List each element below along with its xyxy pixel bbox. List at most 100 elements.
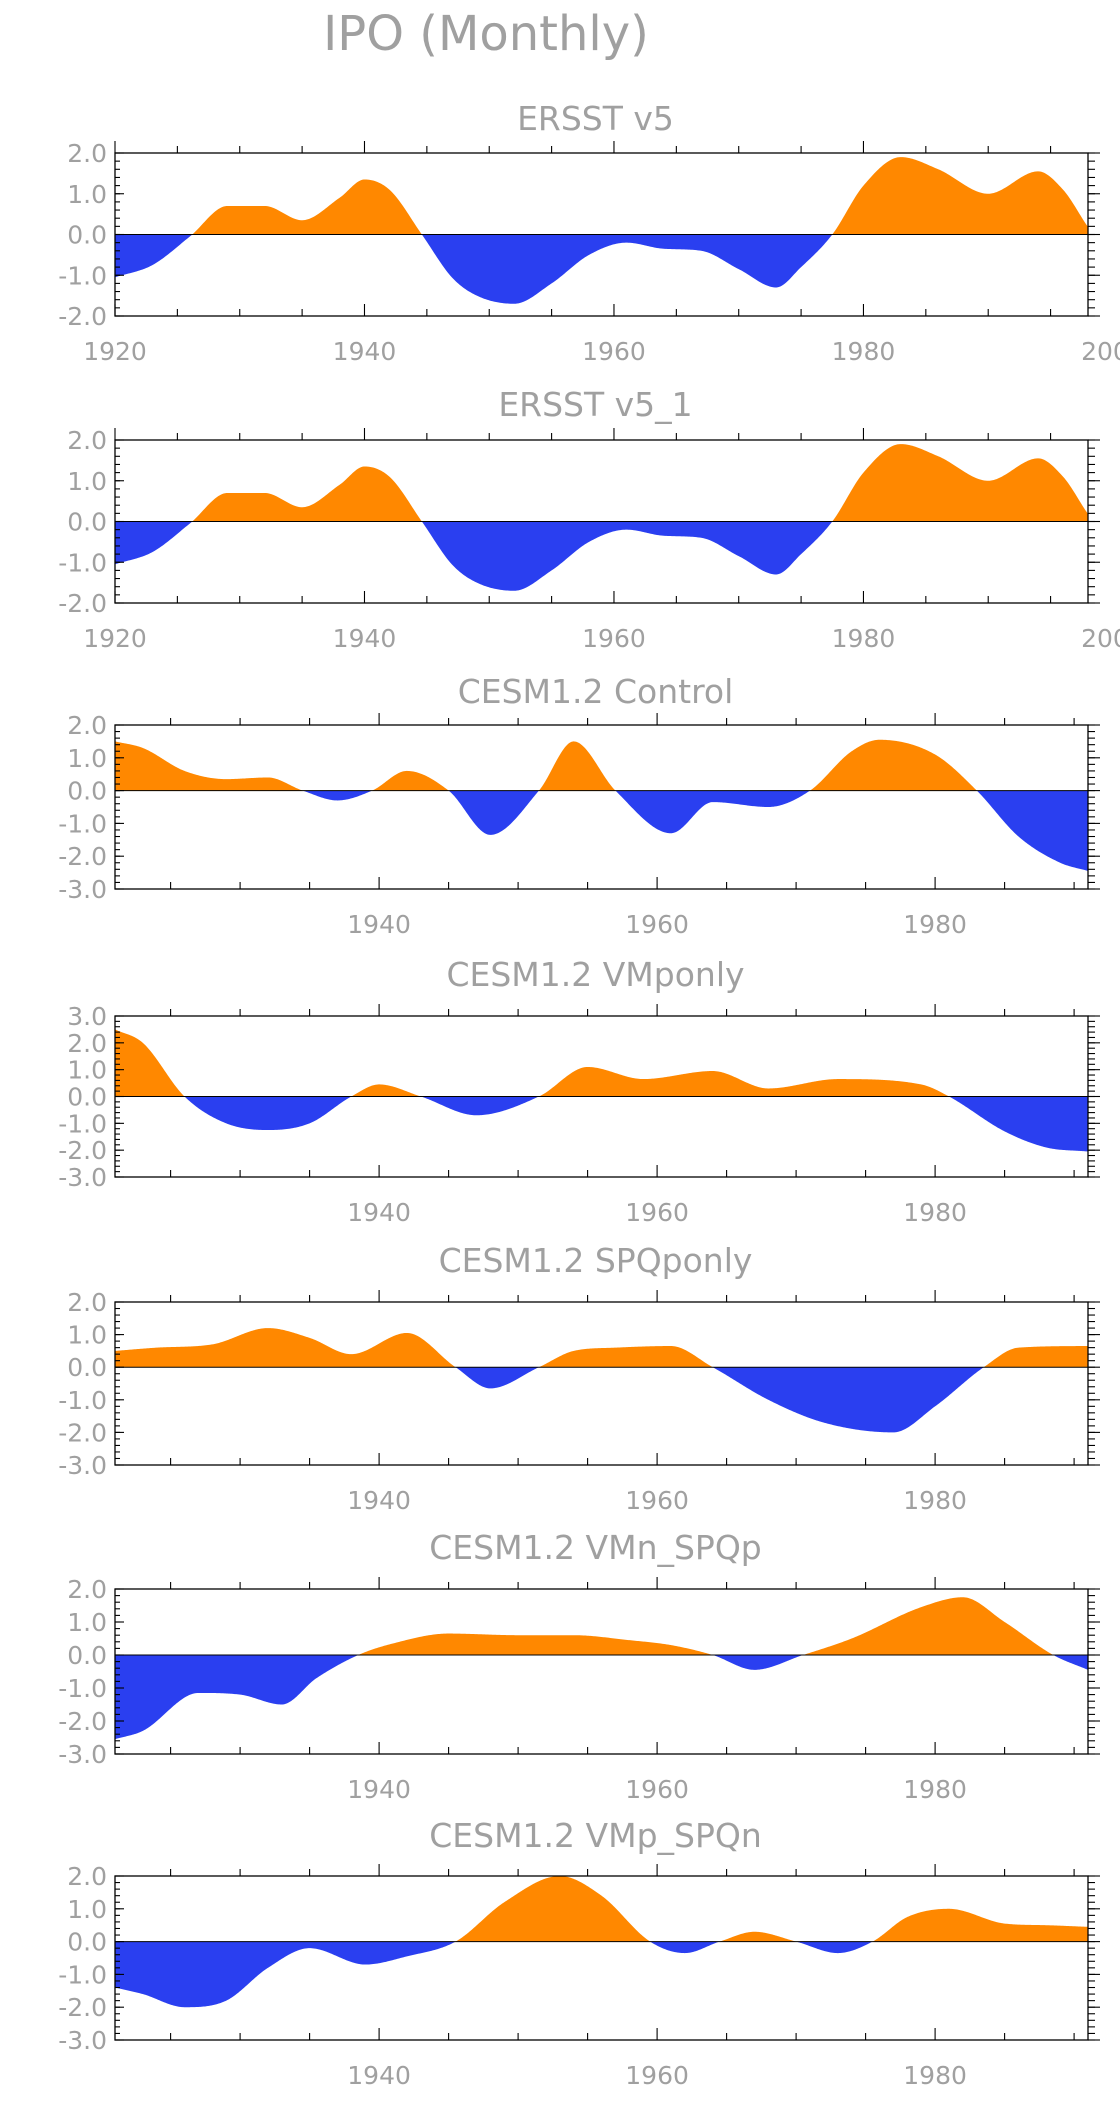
positive-area (983, 1346, 1088, 1368)
panel-title: ERSST v5 (517, 99, 674, 138)
negative-area (421, 234, 833, 304)
panel-5: CESM1.2 SPQponly -3.0 -2.0 -1.0 0.0 1.0 2.0 194… (58, 1241, 1100, 1515)
positive-area (358, 1633, 713, 1655)
y-tick-label: 2.0 (67, 1862, 107, 1891)
y-tick-label: 0.0 (67, 508, 107, 537)
plot-frame (114, 1875, 1089, 2041)
x-tick-label: 1940 (347, 2061, 411, 2090)
y-tick-label: 2.0 (67, 426, 107, 455)
negative-area (712, 1655, 804, 1670)
y-tick-label: -3.0 (58, 1163, 107, 1192)
x-tick-label: 1960 (582, 337, 646, 366)
y-tick-label: 3.0 (67, 1002, 107, 1031)
panel-4: CESM1.2 VMponly -3.0-2.0-1.00.01.02.03.0 1… (58, 955, 1100, 1227)
panel-2: ERSST v5_1 -2.0 -1.0 0.0 1.0 2.0 1920 1940 1960 1… (58, 385, 1120, 653)
negative-area (1094, 522, 1120, 583)
x-tick-label: 2000 (1081, 624, 1120, 653)
panel-title: CESM1.2 VMn_SPQp (429, 1528, 762, 1567)
plot-frame (114, 1301, 1089, 1466)
y-tick-label: -3.0 (58, 1740, 107, 1769)
y-tick-label: -3.0 (58, 1451, 107, 1480)
positive-area (192, 179, 422, 235)
y-tick-label: 0.0 (67, 1641, 107, 1670)
negative-area (712, 1367, 984, 1433)
y-tick-label: 2.0 (67, 1575, 107, 1604)
x-tick-label: 1980 (903, 1775, 967, 1804)
x-tick-label: 1960 (625, 1775, 689, 1804)
plot-frame (114, 1588, 1089, 1755)
plot-frame (114, 724, 1089, 890)
series-area (115, 157, 1120, 304)
x-tick-label: 1960 (625, 1486, 689, 1515)
y-tick-label: -1.0 (58, 1386, 107, 1415)
series-area (115, 1328, 1088, 1433)
y-tick-label: 0.0 (67, 221, 107, 250)
negative-area (115, 521, 193, 565)
y-tick-label: 2.0 (67, 139, 107, 168)
positive-area (538, 1066, 949, 1097)
y-tick-label: 0.0 (67, 1083, 107, 1112)
y-tick-label: -2.0 (58, 842, 107, 871)
negative-area (949, 1096, 1088, 1152)
panel-6: CESM1.2 VMn_SPQp -3.0 -2.0 -1.0 0.0 1.0 2.0 194… (58, 1528, 1100, 1804)
positive-area (372, 770, 449, 791)
x-tick-label: 1980 (903, 2061, 967, 2090)
x-tick-label: 1960 (625, 910, 689, 939)
negative-area (796, 1941, 873, 1954)
y-tick-label: -1.0 (58, 1674, 107, 1703)
x-tick-label: 1980 (832, 624, 896, 653)
y-tick-label: 1.0 (67, 1321, 107, 1350)
x-tick-label: 1960 (625, 2061, 689, 2090)
y-tick-label: 2.0 (67, 1288, 107, 1317)
negative-area (615, 790, 810, 834)
positive-area (115, 741, 303, 791)
positive-area (832, 444, 1088, 522)
negative-area (115, 1941, 456, 2008)
y-tick-label: -1.0 (58, 548, 107, 577)
y-tick-label: -2.0 (58, 1993, 107, 2022)
y-tick-label: 1.0 (67, 467, 107, 496)
y-tick-label: 2.0 (67, 1029, 107, 1058)
positive-area (810, 739, 977, 791)
positive-area (192, 466, 422, 522)
positive-area (351, 1084, 421, 1097)
positive-area (538, 1346, 713, 1368)
y-tick-label: 0.0 (67, 777, 107, 806)
negative-area (1094, 235, 1120, 296)
positive-area (832, 157, 1088, 235)
x-tick-label: 1980 (903, 1198, 967, 1227)
negative-area (302, 790, 373, 801)
x-tick-label: 1940 (333, 624, 397, 653)
series-area (115, 1597, 1088, 1740)
y-tick-label: -2.0 (58, 302, 107, 331)
panel-title: CESM1.2 VMp_SPQn (429, 1816, 762, 1855)
series-area (115, 444, 1120, 591)
positive-area (455, 1876, 651, 1942)
x-tick-label: 1980 (832, 337, 896, 366)
y-tick-label: -2.0 (58, 589, 107, 618)
positive-area (115, 1029, 185, 1097)
negative-area (976, 790, 1088, 871)
panel-title: ERSST v5_1 (498, 385, 692, 424)
y-tick-label: 1.0 (67, 744, 107, 773)
negative-area (1053, 1655, 1088, 1670)
figure-title: IPO (Monthly) (323, 6, 649, 62)
positive-area (803, 1597, 1054, 1655)
negative-area (115, 1655, 359, 1740)
x-tick-label: 1940 (347, 1198, 411, 1227)
x-tick-label: 1920 (83, 337, 147, 366)
x-tick-label: 1940 (347, 1486, 411, 1515)
y-tick-label: 1.0 (67, 180, 107, 209)
negative-area (421, 521, 833, 591)
x-tick-label: 1960 (582, 624, 646, 653)
positive-area (872, 1908, 1088, 1942)
negative-area (184, 1096, 352, 1131)
y-tick-label: -1.0 (58, 1109, 107, 1138)
y-tick-label: -2.0 (58, 1136, 107, 1165)
negative-area (448, 790, 539, 835)
series-area (115, 739, 1088, 871)
x-tick-label: 1940 (347, 910, 411, 939)
x-tick-label: 1940 (333, 337, 397, 366)
x-tick-label: 2000 (1081, 337, 1120, 366)
